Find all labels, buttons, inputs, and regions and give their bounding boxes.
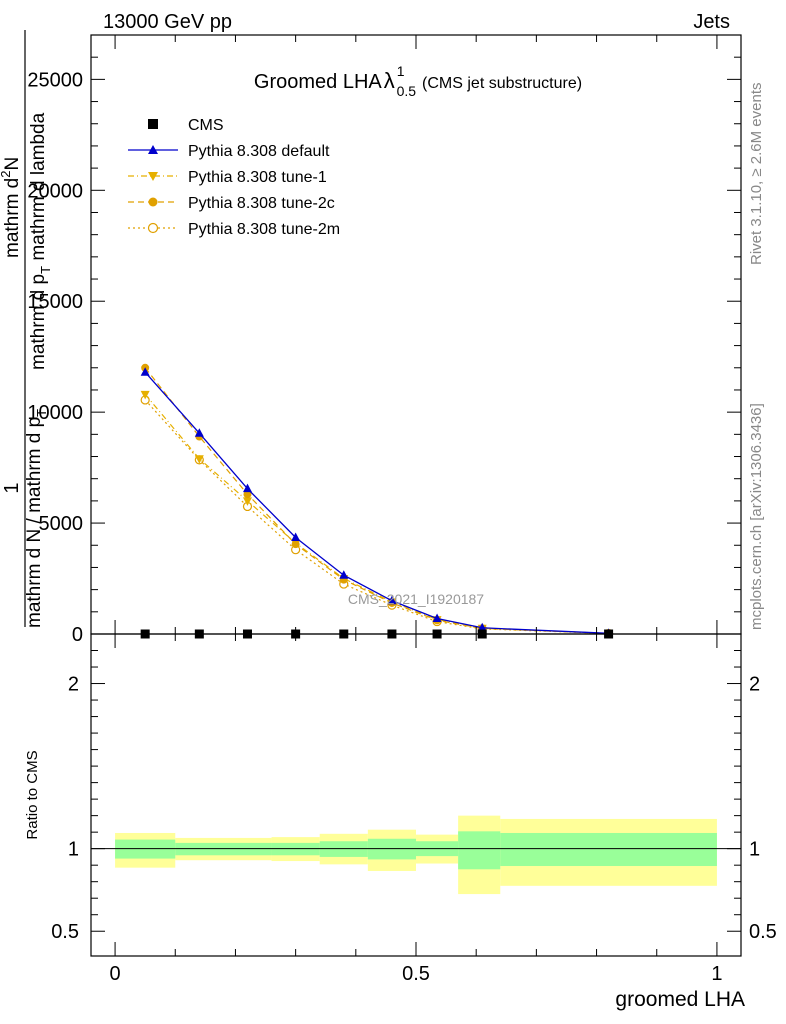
series-point-pythia-8-308-default — [242, 483, 252, 493]
ylabel-numerator-one: 1 — [1, 482, 23, 493]
legend-marker — [147, 222, 159, 234]
title-lambda: λ — [384, 68, 395, 93]
mcplots-label: mcplots.cern.ch [arXiv:1306.3436] — [748, 403, 765, 630]
main-ytick-label: 15000 — [27, 291, 83, 313]
ylabel-upper-line2: mathrm d pT mathrm d lambda — [28, 112, 53, 370]
ylabel-upper-line1: mathrm d2N — [0, 157, 23, 258]
title-sub: 0.5 — [397, 83, 417, 99]
main-ytick-label: 10000 — [27, 402, 83, 424]
series-point-pythia-8-308-default — [194, 428, 204, 437]
legend-marker — [148, 119, 158, 129]
main-ytick-label: 25000 — [27, 69, 83, 91]
ratio-ytick-label: 0.5 — [51, 921, 79, 943]
series-point-pythia-8-308-default — [477, 622, 487, 632]
series-point-pythia-8-308-default — [432, 613, 442, 622]
legend-label: Pythia 8.308 tune-1 — [188, 169, 327, 186]
title-main: Groomed LHA — [254, 71, 382, 93]
legend: CMS Pythia 8.308 default Pythia 8.308 tune… — [128, 117, 340, 238]
ratio-band-inner — [458, 831, 501, 870]
series-point-pythia-8-308-tune-2c — [291, 540, 300, 549]
ylabel-upper-line2-text: mathrm d p — [28, 274, 49, 370]
ratio-ytick-label-right: 1 — [749, 839, 760, 861]
series-point-pythia-8-308-tune-2c — [243, 490, 252, 499]
xtick-label: 1 — [711, 963, 722, 985]
ylabel-denominator-sub: T — [34, 409, 49, 417]
header-process: Jets — [693, 11, 730, 33]
ylabel-upper-line2-tail: mathrm d lambda — [28, 112, 49, 266]
ylabel-upper-line1-sup: 2 — [0, 171, 13, 178]
main-ytick-label: 5000 — [39, 513, 84, 535]
xtick-label: 0.5 — [402, 963, 430, 985]
xtick-label: 0 — [110, 963, 121, 985]
legend-label: CMS — [188, 117, 224, 134]
ratio-frame — [90, 633, 742, 957]
header-energy: 13000 GeV pp — [103, 11, 232, 33]
legend-label: Pythia 8.308 tune-2c — [188, 195, 335, 212]
legend-entry: CMS — [148, 117, 224, 134]
series-point-pythia-8-308-default — [291, 532, 301, 541]
series-point-pythia-8-308-default — [339, 570, 349, 579]
legend-entry: Pythia 8.308 default — [128, 143, 330, 160]
legend-marker — [148, 197, 158, 207]
ylabel-upper-line2-sub: T — [38, 266, 53, 274]
ratio-ytick-label-right: 2 — [749, 674, 760, 696]
ylabel-denominator-text: mathrm d N / mathrm d p — [24, 417, 45, 628]
ratio-ytick-label: 1 — [68, 839, 79, 861]
series-point-pythia-8-308-default — [140, 367, 150, 376]
legend-marker — [148, 145, 158, 154]
main-axis-ticks: 0 5000 10000 15000 20000 25000 — [27, 35, 741, 646]
series-point-pythia-8-308-default — [387, 595, 397, 605]
legend-entry: Pythia 8.308 tune-2m — [128, 221, 340, 238]
ratio-ytick-label: 2 — [68, 674, 79, 696]
ratio-ytick-label-right: 0.5 — [749, 921, 777, 943]
legend-entry: Pythia 8.308 tune-2c — [128, 195, 335, 212]
rivet-label: Rivet 3.1.10, ≥ 2.6M events — [748, 83, 765, 266]
title-note: (CMS jet substructure) — [422, 75, 582, 92]
main-ylabel: 1 mathrm d N / mathrm d pT mathrm d2N ma… — [0, 30, 53, 628]
legend-label: Pythia 8.308 tune-2m — [188, 221, 340, 238]
ratio-axis-ticks: 0.5 0.5 1 1 2 2 0 0.5 1 — [51, 634, 777, 985]
ylabel-upper-line1-text: mathrm d — [2, 178, 23, 258]
ylabel-denominator: mathrm d N / mathrm d pT — [24, 409, 49, 628]
ratio-band-inner — [500, 832, 717, 867]
main-ytick-label: 20000 — [27, 180, 83, 202]
main-ytick-label: 0 — [72, 624, 83, 646]
main-plot-area — [140, 363, 614, 639]
legend-entry: Pythia 8.308 tune-1 — [128, 169, 327, 186]
ratio-ylabel: Ratio to CMS — [24, 750, 41, 839]
legend-label: Pythia 8.308 default — [188, 143, 330, 160]
series-point-pythia-8-308-tune-1 — [140, 390, 150, 400]
analysis-watermark: CMS_2021_I1920187 — [348, 591, 484, 607]
xlabel: groomed LHA — [615, 988, 745, 1011]
series-point-pythia-8-308-tune-1 — [194, 455, 204, 464]
ratio-plot-area — [91, 815, 741, 895]
ratio-panel: 0.5 0.5 1 1 2 2 0 0.5 1 Ratio to CMS groomed LHA — [24, 633, 777, 1011]
legend-marker — [148, 172, 158, 181]
title-sup: 1 — [397, 63, 405, 79]
chart-title: Groomed LHAλ 1 0.5 (CMS jet substructure) — [254, 63, 582, 99]
series-point-pythia-8-308-tune-1 — [242, 497, 252, 506]
ylabel-upper-line1-tail: N — [2, 157, 23, 171]
